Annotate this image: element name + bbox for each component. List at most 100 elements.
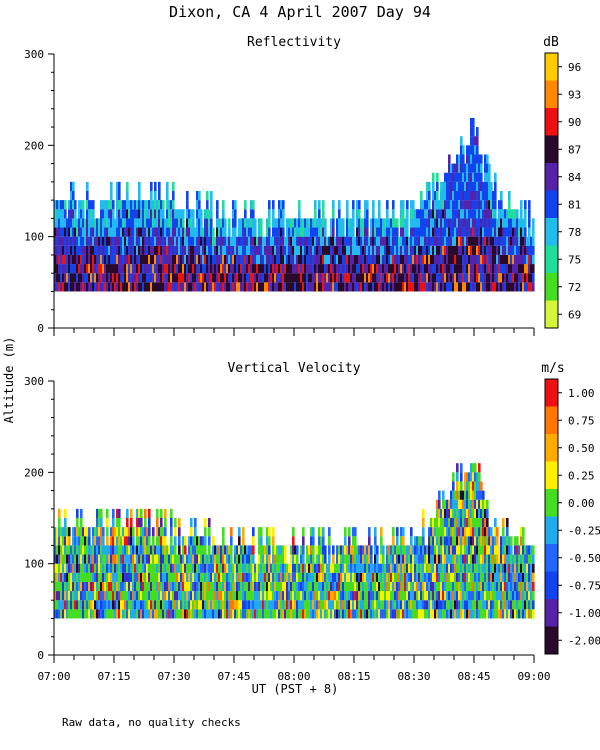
heatmap-cell <box>428 254 431 265</box>
heatmap-cell <box>180 245 183 255</box>
heatmap-cell <box>454 181 457 191</box>
heatmap-cell <box>88 609 91 619</box>
heatmap-cell <box>278 264 281 274</box>
heatmap-cell <box>488 527 491 537</box>
heatmap-cell <box>496 581 499 592</box>
heatmap-cell <box>492 273 495 283</box>
heatmap-cell <box>150 245 153 255</box>
heatmap-cell <box>414 600 417 610</box>
heatmap-cell <box>306 273 309 283</box>
heatmap-cell <box>146 536 149 546</box>
heatmap-cell <box>470 209 473 219</box>
heatmap-cell <box>450 209 453 219</box>
heatmap-cell <box>298 282 301 292</box>
heatmap-cell <box>228 227 231 237</box>
heatmap-cell <box>200 572 203 582</box>
heatmap-cell <box>308 254 311 265</box>
heatmap-cell <box>170 563 173 573</box>
heatmap-cell <box>468 172 471 182</box>
heatmap-cell <box>318 591 321 601</box>
heatmap-cell <box>478 609 481 619</box>
heatmap-cell <box>528 572 531 582</box>
heatmap-cell <box>296 591 299 601</box>
heatmap-cell <box>470 200 473 210</box>
heatmap-cell <box>484 209 487 219</box>
heatmap-cell <box>362 545 365 555</box>
heatmap-cell <box>136 200 139 210</box>
heatmap-cell <box>440 508 443 518</box>
heatmap-cell <box>494 572 497 582</box>
heatmap-cell <box>404 600 407 610</box>
heatmap-cell <box>80 227 83 237</box>
heatmap-cell <box>202 245 205 255</box>
heatmap-cell <box>524 554 527 564</box>
heatmap-cell <box>240 591 243 601</box>
heatmap-cell <box>482 518 485 528</box>
heatmap-cell <box>270 245 273 255</box>
heatmap-cell <box>316 600 319 610</box>
heatmap-cell <box>170 218 173 228</box>
heatmap-cell <box>378 572 381 582</box>
heatmap-cell <box>260 545 263 555</box>
heatmap-cell <box>230 563 233 573</box>
heatmap-cell <box>380 264 383 274</box>
heatmap-cell <box>210 218 213 228</box>
heatmap-cell <box>328 581 331 592</box>
heatmap-cell <box>112 245 115 255</box>
heatmap-cell <box>230 254 233 265</box>
heatmap-cell <box>440 609 443 619</box>
heatmap-cell <box>72 218 75 228</box>
heatmap-cell <box>362 236 365 246</box>
heatmap-cell <box>466 591 469 601</box>
heatmap-cell <box>110 527 113 537</box>
heatmap-cell <box>86 545 89 555</box>
heatmap-cell <box>250 273 253 283</box>
heatmap-cell <box>342 227 345 237</box>
heatmap-cell <box>490 181 493 191</box>
heatmap-cell <box>448 236 451 246</box>
heatmap-cell <box>292 609 295 619</box>
heatmap-cell <box>160 508 163 518</box>
heatmap-cell <box>238 282 241 292</box>
heatmap-cell <box>366 554 369 564</box>
heatmap-cell <box>518 236 521 246</box>
heatmap-cell <box>464 563 467 573</box>
heatmap-cell <box>190 227 193 237</box>
heatmap-cell <box>226 545 229 555</box>
heatmap-cell <box>286 245 289 255</box>
heatmap-cell <box>338 200 341 210</box>
heatmap-cell <box>254 227 257 237</box>
heatmap-cell <box>76 218 79 228</box>
heatmap-cell <box>352 572 355 582</box>
heatmap-cell <box>238 227 241 237</box>
heatmap-cell <box>100 518 103 528</box>
heatmap-cell <box>394 218 397 228</box>
heatmap-cell <box>288 236 291 246</box>
heatmap-cell <box>294 273 297 283</box>
heatmap-cell <box>230 554 233 564</box>
heatmap-cell <box>56 591 59 601</box>
heatmap-cell <box>352 245 355 255</box>
heatmap-cell <box>532 600 535 610</box>
heatmap-cell <box>424 218 427 228</box>
heatmap-cell <box>266 273 269 283</box>
heatmap-cell <box>112 554 115 564</box>
heatmap-cell <box>84 554 87 564</box>
heatmap-cell <box>372 264 375 274</box>
heatmap-cell <box>510 236 513 246</box>
heatmap-cell <box>444 254 447 265</box>
heatmap-cell <box>372 218 375 228</box>
heatmap-cell <box>356 563 359 573</box>
heatmap-cell <box>292 600 295 610</box>
heatmap-cell <box>328 572 331 582</box>
heatmap-cell <box>258 554 261 564</box>
heatmap-cell <box>94 572 97 582</box>
heatmap-cell <box>206 591 209 601</box>
heatmap-cell <box>58 227 61 237</box>
heatmap-cell <box>450 236 453 246</box>
heatmap-cell <box>246 572 249 582</box>
heatmap-cell <box>482 254 485 265</box>
heatmap-cell <box>162 563 165 573</box>
heatmap-cell <box>532 218 535 228</box>
heatmap-cell <box>82 254 85 265</box>
